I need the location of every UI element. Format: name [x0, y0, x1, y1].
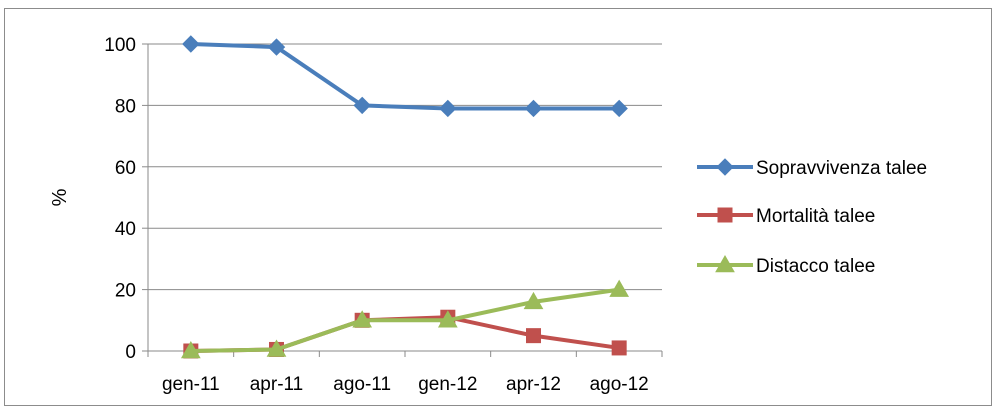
data-point: [180, 340, 201, 359]
x-tick-label: ago-11: [333, 374, 391, 395]
legend-item-0: Sopravvivenza talee: [697, 158, 927, 179]
legend-marker: [716, 158, 734, 176]
x-tick-label: gen-11: [162, 374, 220, 395]
x-tick-label: apr-12: [506, 374, 561, 395]
legend-item-2: Distacco talee: [697, 254, 875, 277]
data-point: [610, 99, 628, 118]
data-point: [182, 35, 200, 53]
data-point: [526, 328, 541, 344]
series-0: [182, 35, 628, 118]
legend-label: Mortalità talee: [756, 206, 875, 227]
x-tick-label: gen-12: [418, 374, 477, 395]
data-point: [523, 291, 544, 310]
legend-label: Sopravvivenza talee: [756, 158, 927, 179]
data-point: [353, 96, 371, 115]
data-point: [611, 340, 627, 356]
y-tick-label: 40: [115, 219, 136, 240]
series-line: [190, 42, 620, 111]
legend-marker: [715, 254, 735, 273]
legend-label: Distacco talee: [756, 256, 875, 277]
y-tick-label: 0: [125, 342, 136, 363]
data-point: [352, 310, 373, 328]
data-point: [437, 310, 458, 328]
y-tick-label: 60: [115, 158, 136, 179]
x-tick-label: apr-11: [250, 374, 304, 395]
x-tick-label: ago-12: [590, 374, 649, 395]
axes: 0 20 40 60 80 100 gen-11 apr-11 ago-11 gen-12 apr-…: [49, 35, 663, 395]
data-point: [439, 99, 457, 118]
legend-item-1: Mortalità talee: [697, 206, 875, 227]
series-lines: [180, 35, 630, 359]
data-point: [267, 38, 286, 56]
y-axis-title: %: [49, 188, 71, 206]
legend: Sopravvivenza talee Mortalità talee Distac…: [697, 158, 927, 277]
legend-marker: [717, 207, 733, 223]
data-point: [524, 99, 543, 118]
chart-frame: [4, 8, 992, 406]
data-point: [609, 279, 630, 297]
data-point: [266, 339, 287, 357]
series-line: [190, 287, 620, 353]
gridlines: [148, 43, 662, 291]
y-tick-label: 80: [115, 96, 136, 117]
y-tick-label: 20: [115, 281, 136, 302]
y-tick-label: 100: [104, 35, 136, 56]
series-2: [180, 279, 630, 359]
